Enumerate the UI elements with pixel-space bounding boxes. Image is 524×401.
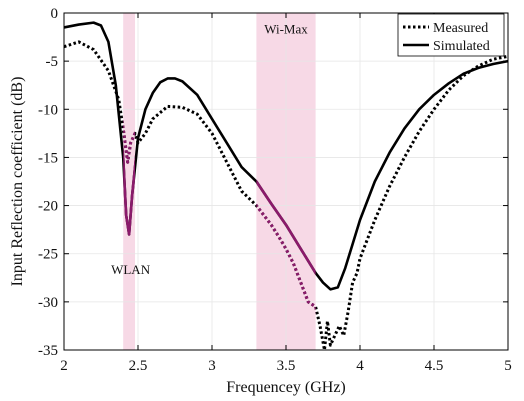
frequency-bands [123, 13, 316, 350]
x-tick-label: 3 [208, 358, 216, 374]
band-label-wi-max: Wi-Max [264, 21, 308, 36]
y-tick-label: -20 [38, 199, 58, 215]
x-axis-label: Frequencey (GHz) [226, 379, 346, 396]
series-lines [63, 21, 509, 352]
legend-label: Measured [433, 21, 488, 36]
y-axis-label: Input Reflection coefficient (dB) [9, 77, 26, 287]
y-tick-label: -5 [46, 54, 59, 70]
x-tick-label: 2.5 [129, 358, 148, 374]
y-tick-label: -10 [38, 102, 58, 118]
legend-box [397, 13, 505, 57]
y-tick-label: -15 [38, 150, 58, 166]
legend-label: Simulated [433, 39, 490, 54]
x-tick-label: 3.5 [277, 358, 296, 374]
legend: Measured Simulated [397, 13, 505, 57]
x-tick-label: 4 [356, 358, 364, 374]
x-tick-label: 2 [60, 358, 68, 374]
y-tick-label: -30 [38, 295, 58, 311]
series-line-simulated-in-band [123, 144, 136, 236]
y-tick-label: -35 [38, 343, 58, 359]
series-line-measured-in-band [123, 118, 136, 164]
axis-ticks: 2 2.5 3 3.5 4 4.5 5 0 -5 -10 -15 -20 -25 -30 -35 [38, 6, 512, 374]
band-label-wlan: WLAN [111, 262, 151, 277]
x-tick-label: 5 [504, 358, 512, 374]
band-labels: WLAN Wi-Max [111, 21, 308, 277]
y-tick-label: 0 [51, 6, 59, 22]
y-tick-label: -25 [38, 247, 58, 263]
band-wlan [123, 13, 136, 350]
x-tick-label: 4.5 [425, 358, 444, 374]
